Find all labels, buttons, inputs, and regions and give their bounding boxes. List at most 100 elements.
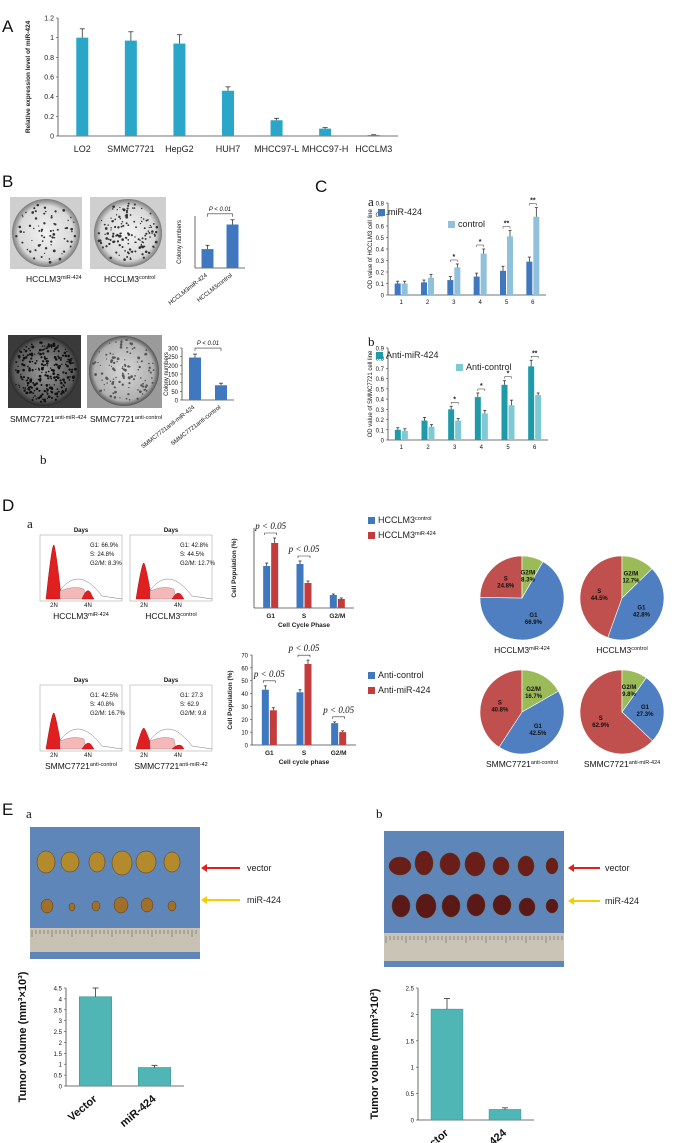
colony bbox=[67, 358, 70, 361]
mir-label-a: miR-424 bbox=[247, 895, 281, 905]
tumor bbox=[464, 851, 486, 877]
colony bbox=[46, 362, 49, 365]
colony bbox=[133, 346, 136, 349]
colony bbox=[22, 387, 25, 389]
colony bbox=[15, 235, 18, 238]
colony bbox=[21, 359, 24, 362]
colony bbox=[48, 260, 52, 264]
colony bbox=[34, 217, 38, 220]
y-tick-label: 0 bbox=[381, 439, 385, 445]
colony bbox=[40, 356, 43, 359]
colony bbox=[148, 362, 150, 365]
significance-bracket bbox=[477, 388, 486, 391]
colony bbox=[20, 374, 22, 376]
significance-bracket bbox=[502, 226, 511, 229]
colony bbox=[105, 353, 108, 356]
colony bbox=[127, 242, 130, 245]
colony bbox=[44, 374, 47, 377]
g2-peak bbox=[81, 742, 95, 750]
colony bbox=[18, 356, 21, 359]
dish-caption-bb-left: SMMC7721anti-miR-424 bbox=[10, 414, 86, 424]
x-tick-label: HepG2 bbox=[165, 144, 194, 154]
chart-c-a-od: 00.10.20.30.40.50.60.70.8OD value of HCC… bbox=[368, 198, 546, 306]
colony bbox=[31, 346, 34, 349]
significance-label: P < 0.01 bbox=[197, 341, 219, 347]
bar bbox=[124, 40, 137, 136]
pie-label: G1 bbox=[637, 605, 646, 611]
bar bbox=[215, 385, 227, 400]
colony bbox=[43, 355, 46, 358]
colony bbox=[147, 230, 150, 232]
tumor bbox=[88, 851, 106, 873]
y-axis-label: Colony numbers bbox=[164, 352, 170, 396]
s-phase bbox=[59, 737, 87, 750]
tumor bbox=[466, 893, 486, 917]
tumor bbox=[441, 894, 461, 918]
colony bbox=[46, 387, 48, 390]
histogram-4n: 4N bbox=[84, 753, 92, 759]
colony bbox=[68, 379, 71, 381]
legend-label: HCCLM3control bbox=[378, 515, 432, 525]
y-tick-label: 0.5 bbox=[376, 236, 385, 242]
colony bbox=[26, 248, 29, 251]
panel-letter-b: B bbox=[2, 172, 13, 191]
colony bbox=[132, 378, 135, 381]
colony bbox=[140, 243, 142, 246]
colony bbox=[46, 388, 49, 392]
colony bbox=[69, 376, 71, 378]
legend-swatch bbox=[378, 209, 385, 216]
y-tick-label: 4.5 bbox=[54, 987, 63, 993]
colony bbox=[26, 381, 30, 385]
colony bbox=[120, 222, 123, 225]
colony bbox=[67, 354, 70, 358]
y-tick-label: 50 bbox=[171, 390, 178, 396]
colony bbox=[67, 219, 69, 222]
colony bbox=[21, 378, 24, 381]
colony bbox=[31, 211, 35, 214]
pie-slice-s bbox=[579, 669, 653, 755]
colony bbox=[145, 232, 148, 235]
colony bbox=[145, 389, 148, 392]
significance-label: p < 0.05 bbox=[288, 643, 320, 653]
colony bbox=[19, 230, 22, 233]
colony bbox=[36, 203, 40, 207]
pie-charts: G166.9%S24.8%G2/M8.3%HCCLM3miR-424G142.8… bbox=[479, 555, 665, 769]
colony bbox=[134, 241, 137, 244]
colony bbox=[106, 232, 109, 235]
colony bbox=[39, 381, 41, 383]
significance-star: * bbox=[480, 383, 483, 390]
colony bbox=[128, 382, 131, 385]
colony bbox=[30, 346, 32, 348]
y-tick-label: 0.6 bbox=[44, 75, 54, 82]
dish-caption-ba-left: HCCLM3miR-424 bbox=[26, 274, 82, 284]
y-tick-label: 100 bbox=[168, 381, 179, 387]
x-tick-label: miR-424 bbox=[468, 1127, 509, 1143]
significance-star: * bbox=[453, 396, 456, 403]
colony bbox=[48, 258, 51, 260]
colony bbox=[27, 376, 30, 380]
colony bbox=[35, 382, 39, 385]
colony bbox=[105, 237, 109, 240]
pie-label: S bbox=[498, 700, 502, 706]
colony bbox=[126, 347, 128, 349]
colony bbox=[100, 372, 104, 375]
colony bbox=[147, 369, 150, 372]
x-tick-label: HCCLM3 bbox=[355, 144, 392, 154]
colony bbox=[149, 236, 151, 238]
colony bbox=[112, 378, 115, 380]
x-tick-label: MHCC97-L bbox=[254, 144, 299, 154]
colony bbox=[29, 250, 32, 253]
colony bbox=[40, 394, 43, 397]
colony bbox=[130, 342, 134, 346]
bar-anti-mir-424 bbox=[448, 409, 455, 440]
significance-bracket bbox=[194, 347, 222, 352]
x-tick-label: 1 bbox=[399, 300, 403, 306]
histogram-stat: G2/M: 16.7% bbox=[90, 711, 126, 717]
colony bbox=[121, 374, 125, 377]
colony bbox=[134, 236, 136, 238]
colony bbox=[140, 207, 143, 210]
colony bbox=[127, 365, 130, 368]
pie-slice-s bbox=[579, 555, 623, 638]
sub-letter-eb: b bbox=[376, 806, 383, 821]
colony bbox=[52, 372, 56, 376]
